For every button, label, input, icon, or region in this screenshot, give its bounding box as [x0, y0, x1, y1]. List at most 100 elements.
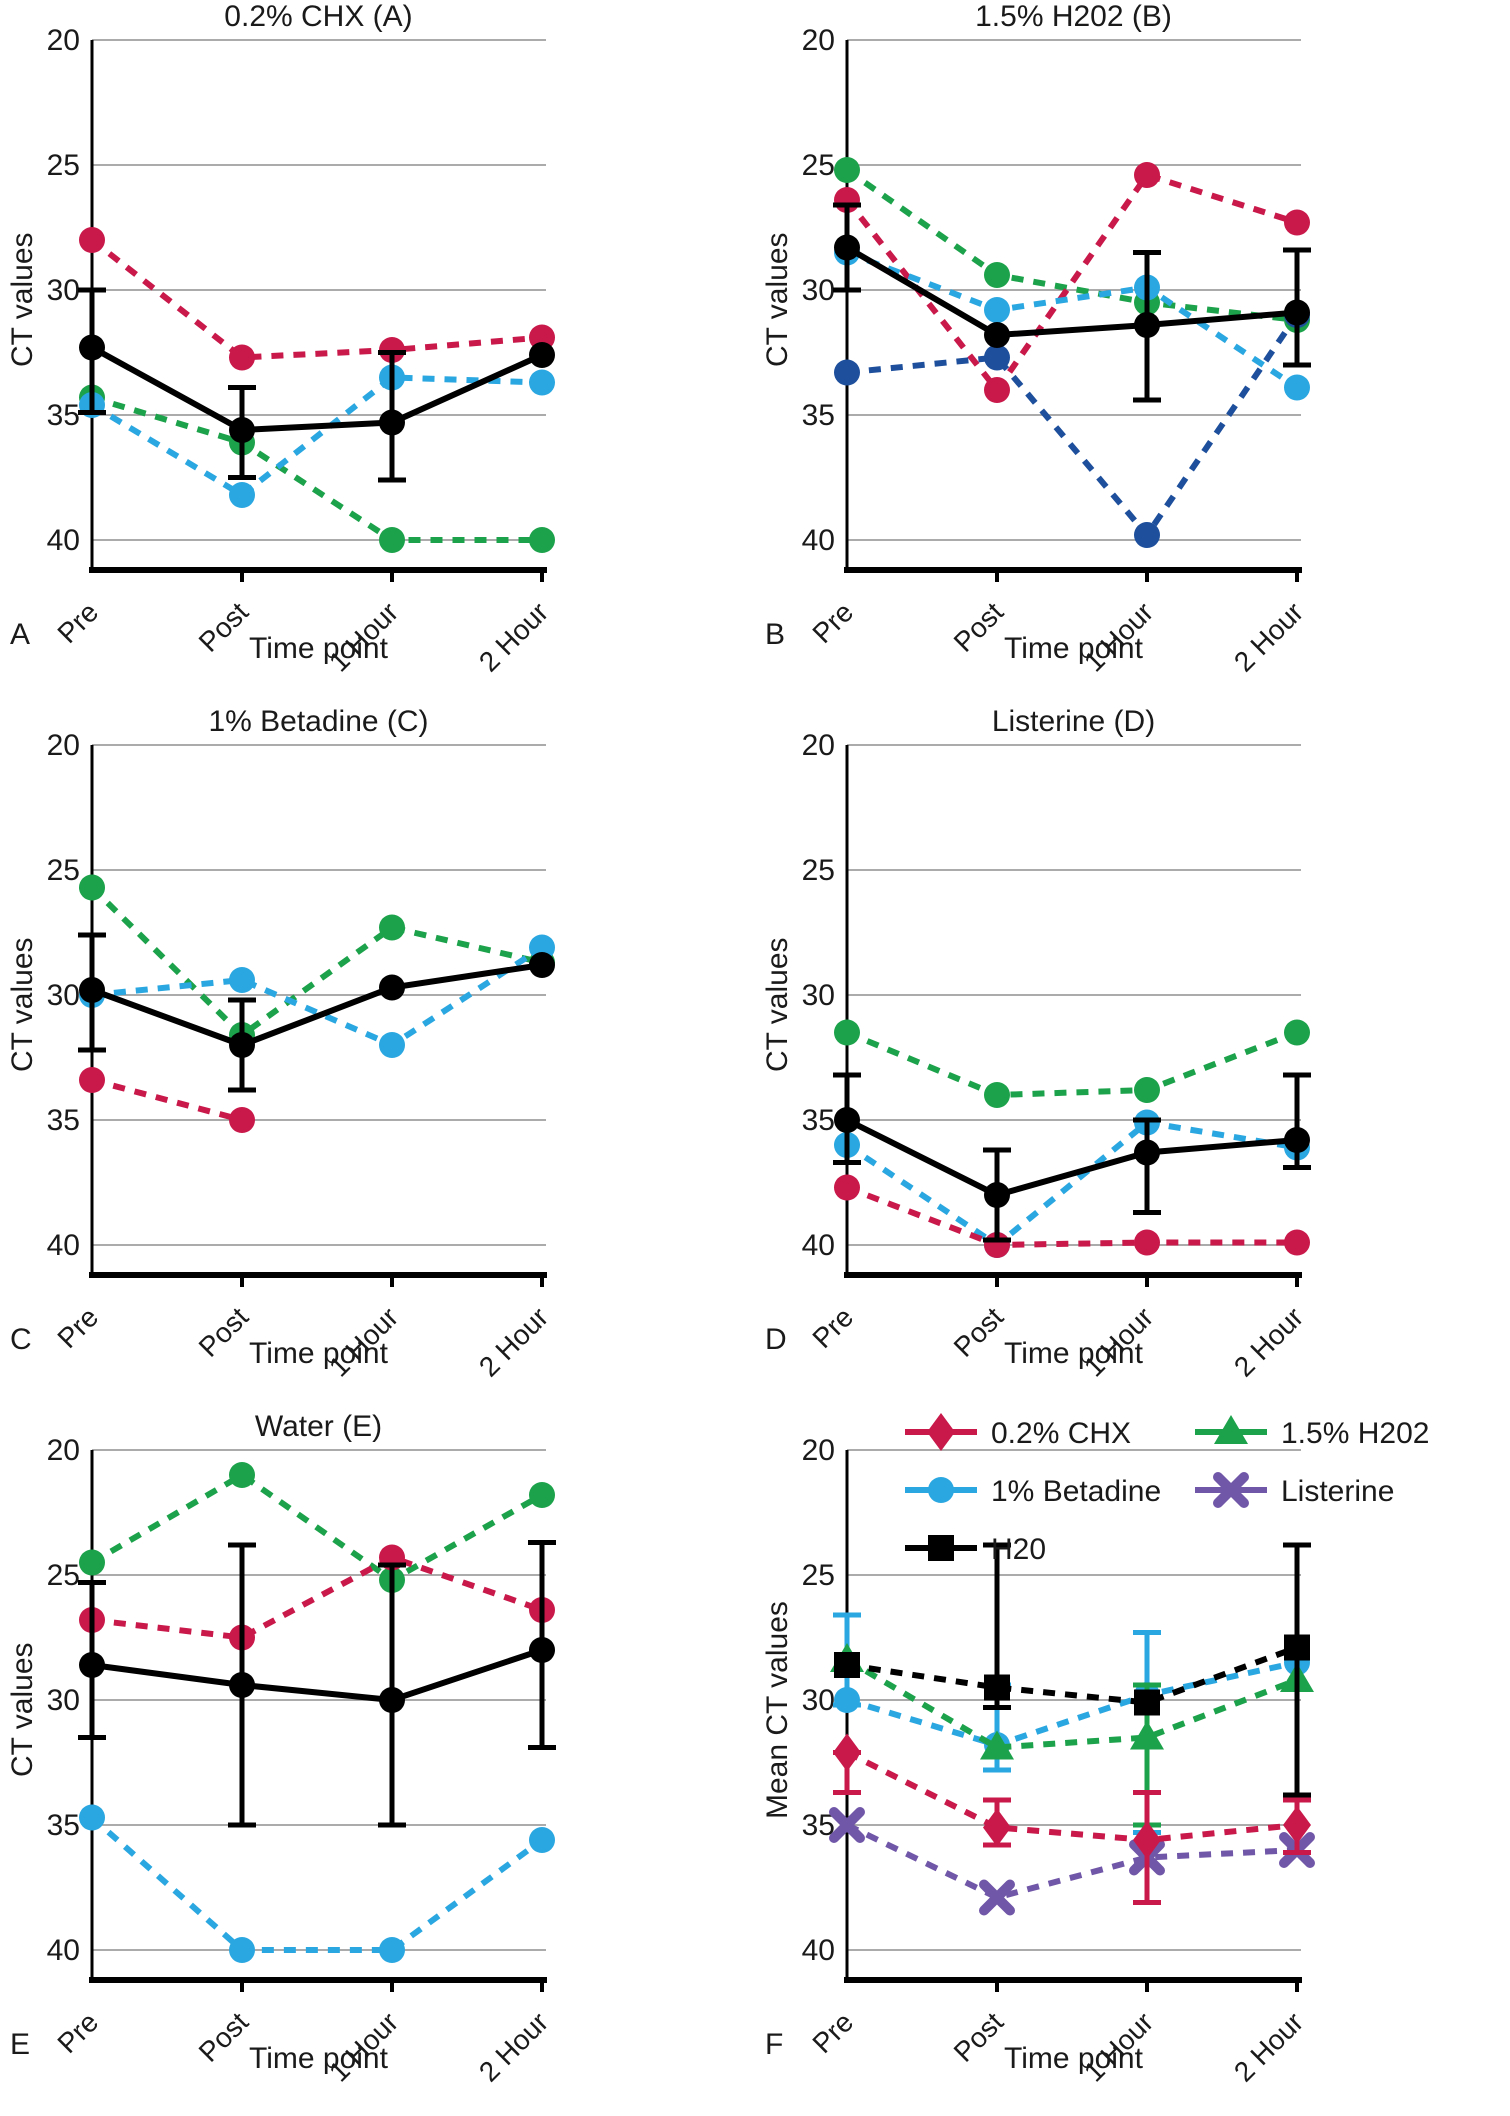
panel-b: 1.5% H202 (B) CT values 20 25 30 35 40 Pre Pos… — [755, 0, 1510, 705]
marker-sample-red — [229, 344, 255, 371]
marker-mean-h2o — [1284, 1634, 1310, 1661]
series-line-sample-red — [90, 237, 543, 361]
series-line-sample-blue — [90, 1815, 544, 1953]
series-line-sample-green — [91, 394, 542, 543]
series-line-sample-green — [89, 885, 543, 1039]
marker-mean-betadine — [834, 1687, 860, 1713]
legend-marker-triangle — [1214, 1415, 1248, 1444]
marker-mean-black — [79, 1652, 105, 1678]
marker-mean-black — [834, 1107, 860, 1133]
marker-mean-black — [1134, 1139, 1160, 1166]
marker-mean-listerine — [979, 1879, 1015, 1916]
marker-sample-blue — [379, 1032, 405, 1058]
series-line-mean-black — [90, 344, 544, 434]
series-line-mean-black — [90, 962, 543, 1049]
marker-mean-black — [379, 1687, 405, 1713]
series-line-sample-blue — [91, 944, 544, 1049]
marker-mean-chx — [1133, 1821, 1161, 1859]
marker-mean-black — [229, 417, 255, 443]
y-tick-label: 20 — [802, 1434, 835, 1467]
marker-mean-black — [529, 952, 555, 978]
marker-mean-black — [984, 322, 1010, 348]
y-tick-label: 30 — [47, 979, 80, 1012]
panel-letter: B — [765, 618, 786, 651]
panel-d: Listerine (D) CT values 20 25 30 35 40 Pre Pos… — [755, 705, 1510, 1410]
series-line-sample-red — [91, 1077, 243, 1123]
y-tick-label: 30 — [47, 274, 80, 307]
y-tick-label: 40 — [47, 1934, 80, 1967]
marker-sample-green — [834, 157, 860, 183]
x-axis-label: Time point — [1004, 632, 1143, 665]
x-axis-label: Time point — [249, 1337, 388, 1370]
marker-sample-green — [1284, 1019, 1310, 1046]
marker-sample-green — [229, 1462, 255, 1488]
legend-label: 0.2% CHX — [991, 1417, 1131, 1450]
y-tick-label: 20 — [47, 24, 80, 57]
marker-sample-green — [379, 914, 405, 941]
marker-mean-h2o — [834, 1652, 860, 1678]
marker-sample-green — [79, 874, 105, 901]
series-line-mean-h2o — [846, 1644, 1299, 1706]
marker-sample-blue — [79, 1804, 105, 1831]
marker-sample-lightblue — [984, 297, 1010, 323]
panel-a: 0.2% CHX (A) CT values 20 25 30 35 40 Pre Post… — [0, 0, 755, 705]
marker-mean-listerine — [829, 1807, 865, 1843]
y-tick-label: 40 — [802, 1934, 835, 1967]
y-tick-label: 30 — [802, 1684, 835, 1717]
x-axis-label: Time point — [1004, 2042, 1143, 2075]
y-tick-label: 35 — [802, 399, 835, 432]
y-tick-label: 35 — [47, 399, 80, 432]
marker-mean-black — [1284, 1127, 1310, 1153]
y-tick-label: 35 — [47, 1809, 80, 1842]
series-line-mean-black — [845, 1117, 1298, 1199]
marker-sample-lightblue — [1284, 374, 1310, 401]
marker-mean-chx — [833, 1733, 861, 1772]
marker-sample-green — [529, 527, 555, 553]
series-line-sample-green — [90, 1471, 544, 1584]
legend-label: Listerine — [1281, 1475, 1394, 1508]
y-tick-label: 25 — [802, 854, 835, 887]
marker-sample-red — [79, 1067, 105, 1093]
marker-mean-h2o — [1134, 1689, 1160, 1716]
marker-sample-red — [984, 377, 1010, 403]
marker-sample-navy — [834, 359, 860, 386]
legend-marker-square — [928, 1535, 954, 1561]
marker-sample-blue — [529, 1827, 555, 1853]
y-tick-label: 25 — [47, 854, 80, 887]
marker-sample-red — [1134, 162, 1160, 188]
marker-sample-blue — [229, 1937, 255, 1963]
marker-sample-green — [984, 262, 1010, 288]
marker-mean-black — [529, 1637, 555, 1663]
marker-sample-green — [1134, 1077, 1160, 1103]
marker-sample-green — [529, 1482, 555, 1508]
marker-mean-chx — [1283, 1806, 1311, 1844]
marker-sample-green — [79, 1549, 105, 1576]
marker-sample-blue — [529, 369, 555, 396]
y-tick-label: 20 — [802, 729, 835, 762]
marker-mean-black — [229, 1672, 255, 1698]
series-line-mean-black — [91, 1647, 543, 1704]
panel-letter: F — [765, 2028, 784, 2061]
marker-mean-black — [79, 334, 105, 361]
series-line-sample-lightblue — [845, 249, 1299, 390]
legend-marker-diamond — [927, 1413, 955, 1451]
legend-marker-circle — [928, 1477, 954, 1503]
legend-label: 1.5% H202 — [1281, 1417, 1429, 1450]
marker-mean-h2o — [984, 1674, 1010, 1701]
marker-mean-black — [379, 409, 405, 436]
marker-sample-green — [379, 527, 405, 553]
marker-mean-h2o2 — [1130, 1720, 1164, 1750]
marker-mean-black — [1284, 299, 1310, 326]
y-tick-label: 30 — [47, 1684, 80, 1717]
marker-mean-black — [984, 1182, 1010, 1208]
y-tick-label: 20 — [47, 729, 80, 762]
panel-letter: E — [10, 2028, 31, 2061]
x-axis-label: Time point — [249, 632, 388, 665]
panel-title: 1% Betadine (C) — [208, 705, 429, 738]
marker-sample-blue — [229, 482, 255, 508]
series-line-mean-black — [845, 244, 1298, 339]
panel-letter: D — [765, 1323, 787, 1356]
